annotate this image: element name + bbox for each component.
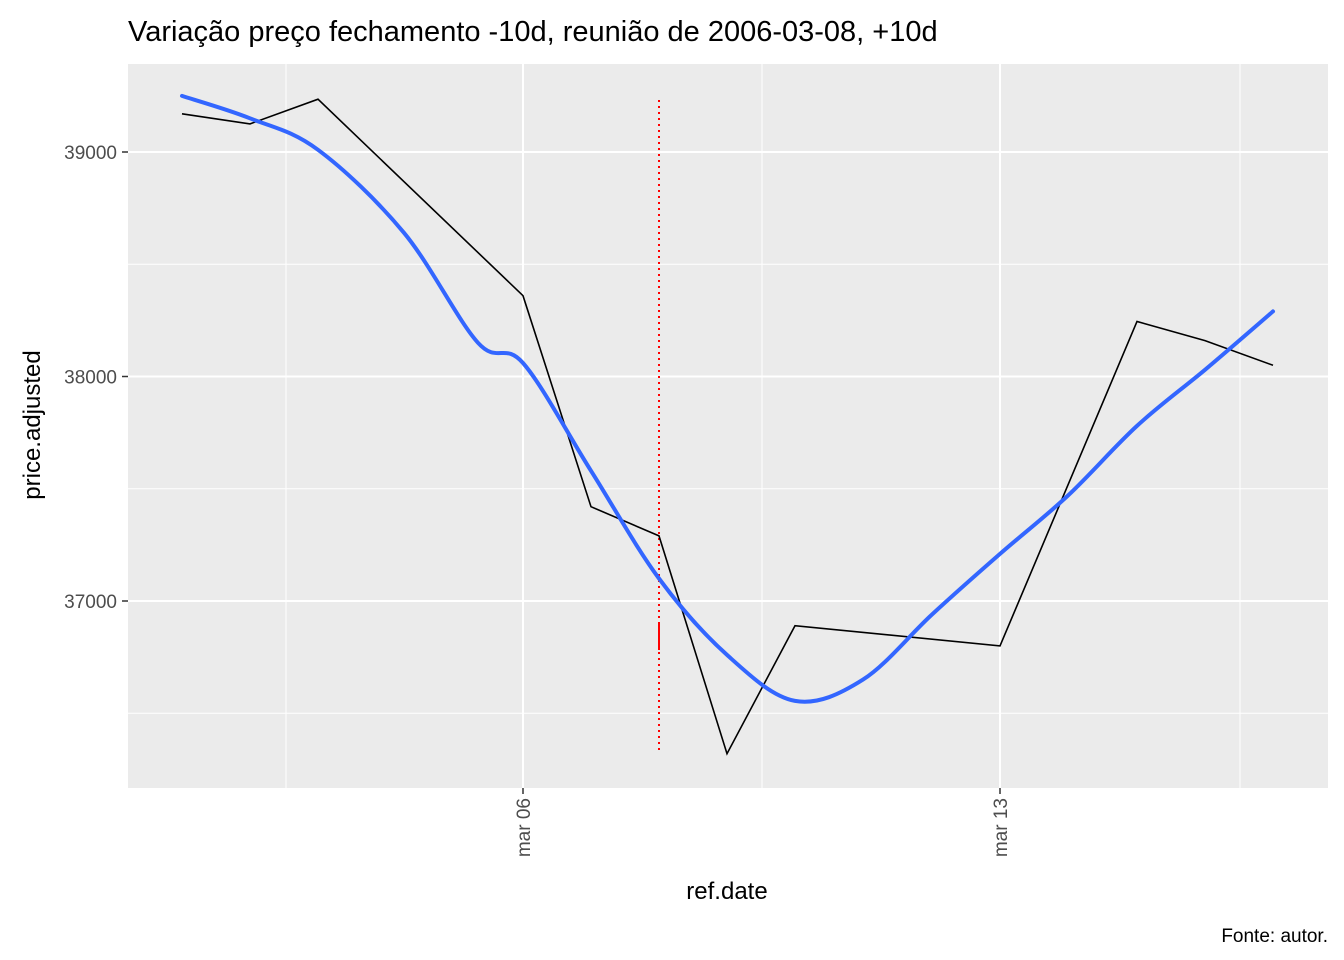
y-tick-label-0: 37000 xyxy=(64,592,117,613)
y-tick-label-2: 39000 xyxy=(64,143,117,164)
x-tick-label-1: mar 13 xyxy=(991,798,1012,857)
series-line xyxy=(181,98,1274,756)
x-axis-title: ref.date xyxy=(686,878,767,905)
y-axis: 37000 38000 39000 xyxy=(64,143,128,613)
y-tick-label-1: 38000 xyxy=(64,368,117,389)
plot-panel xyxy=(128,64,1328,788)
grid-minor xyxy=(128,64,1328,788)
x-tick-label-0: mar 06 xyxy=(514,798,535,857)
grid-major xyxy=(128,64,1328,788)
y-axis-title: price.adjusted xyxy=(19,350,46,499)
x-axis: mar 06 mar 13 xyxy=(514,788,1012,857)
smooth-line xyxy=(180,93,1275,704)
caption: Fonte: autor. xyxy=(1221,926,1328,947)
chart-title: Variação preço fechamento -10d, reunião … xyxy=(128,16,938,48)
